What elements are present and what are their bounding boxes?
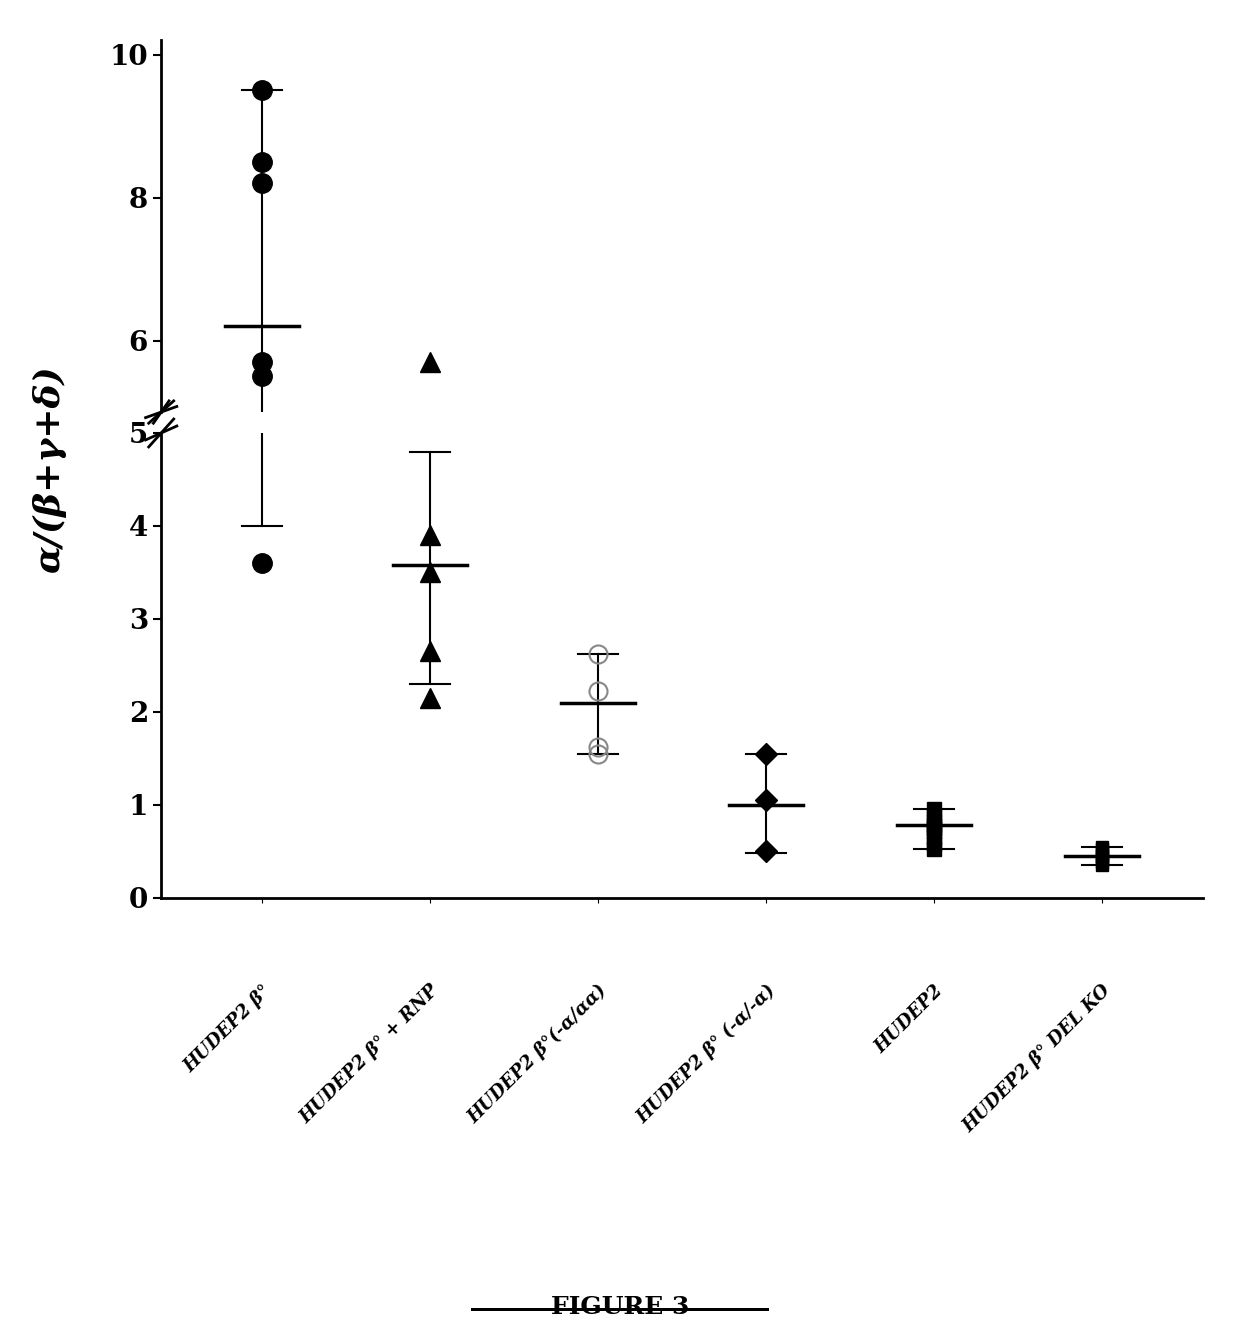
Text: α/(β+γ+δ): α/(β+γ+δ) [32,364,67,574]
Text: HUDEP2 β° + RNP: HUDEP2 β° + RNP [298,981,443,1127]
Text: HUDEP2 β°: HUDEP2 β° [180,981,275,1076]
Text: HUDEP2 β° (-α/-α): HUDEP2 β° (-α/-α) [634,981,779,1127]
Text: HUDEP2 β°(-α/αα): HUDEP2 β°(-α/αα) [465,981,611,1127]
Text: HUDEP2: HUDEP2 [872,981,946,1056]
Text: HUDEP2 β° DEL KO: HUDEP2 β° DEL KO [960,981,1115,1136]
Text: FIGURE 3: FIGURE 3 [551,1294,689,1319]
